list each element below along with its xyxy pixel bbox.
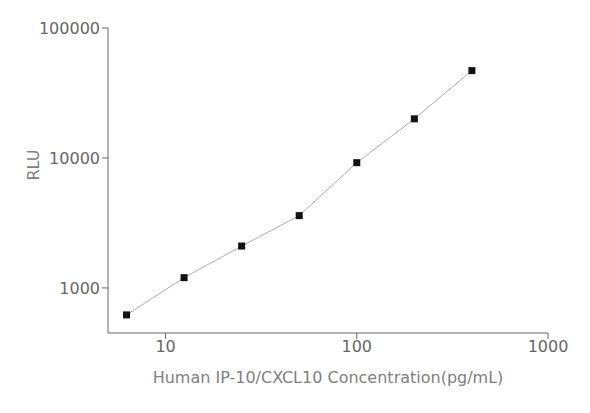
svg-text:10000: 10000 xyxy=(49,149,100,168)
svg-text:100000: 100000 xyxy=(39,19,100,38)
svg-text:100: 100 xyxy=(342,337,373,356)
svg-text:RLU: RLU xyxy=(24,150,43,181)
svg-text:Human IP-10/CXCL10 Concentrati: Human IP-10/CXCL10 Concentration(pg/mL) xyxy=(153,368,504,387)
svg-text:10: 10 xyxy=(155,337,175,356)
svg-text:1000: 1000 xyxy=(528,337,569,356)
svg-text:1000: 1000 xyxy=(59,279,100,298)
